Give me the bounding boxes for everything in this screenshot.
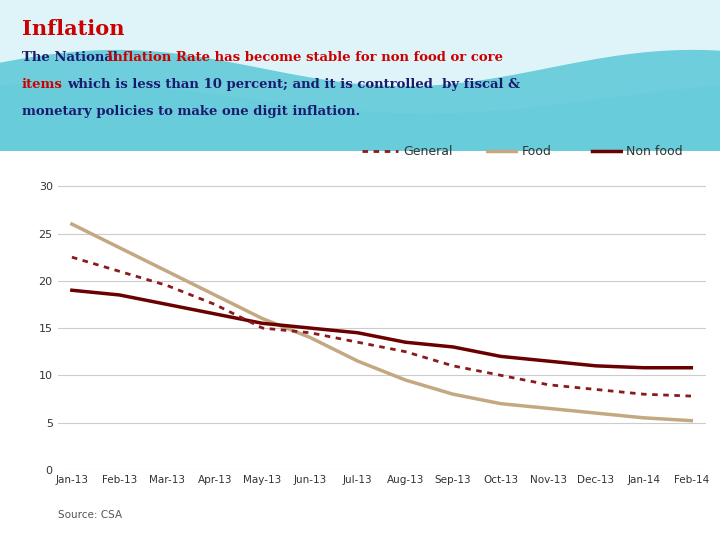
Text: Non food: Non food bbox=[626, 145, 683, 158]
Text: monetary policies to make one digit inflation.: monetary policies to make one digit infl… bbox=[22, 105, 360, 118]
Text: items: items bbox=[22, 78, 63, 91]
Text: The National: The National bbox=[22, 51, 122, 64]
Text: Inflation: Inflation bbox=[22, 19, 124, 39]
Text: General: General bbox=[403, 145, 453, 158]
Polygon shape bbox=[0, 50, 720, 151]
Text: which is less than 10 percent; and it is controlled  by fiscal &: which is less than 10 percent; and it is… bbox=[67, 78, 520, 91]
Text: Source: CSA: Source: CSA bbox=[58, 510, 122, 521]
Text: Food: Food bbox=[522, 145, 552, 158]
FancyBboxPatch shape bbox=[0, 0, 720, 151]
Text: Inflation Rate has become stable for non food or core: Inflation Rate has become stable for non… bbox=[107, 51, 503, 64]
Polygon shape bbox=[0, 83, 720, 151]
